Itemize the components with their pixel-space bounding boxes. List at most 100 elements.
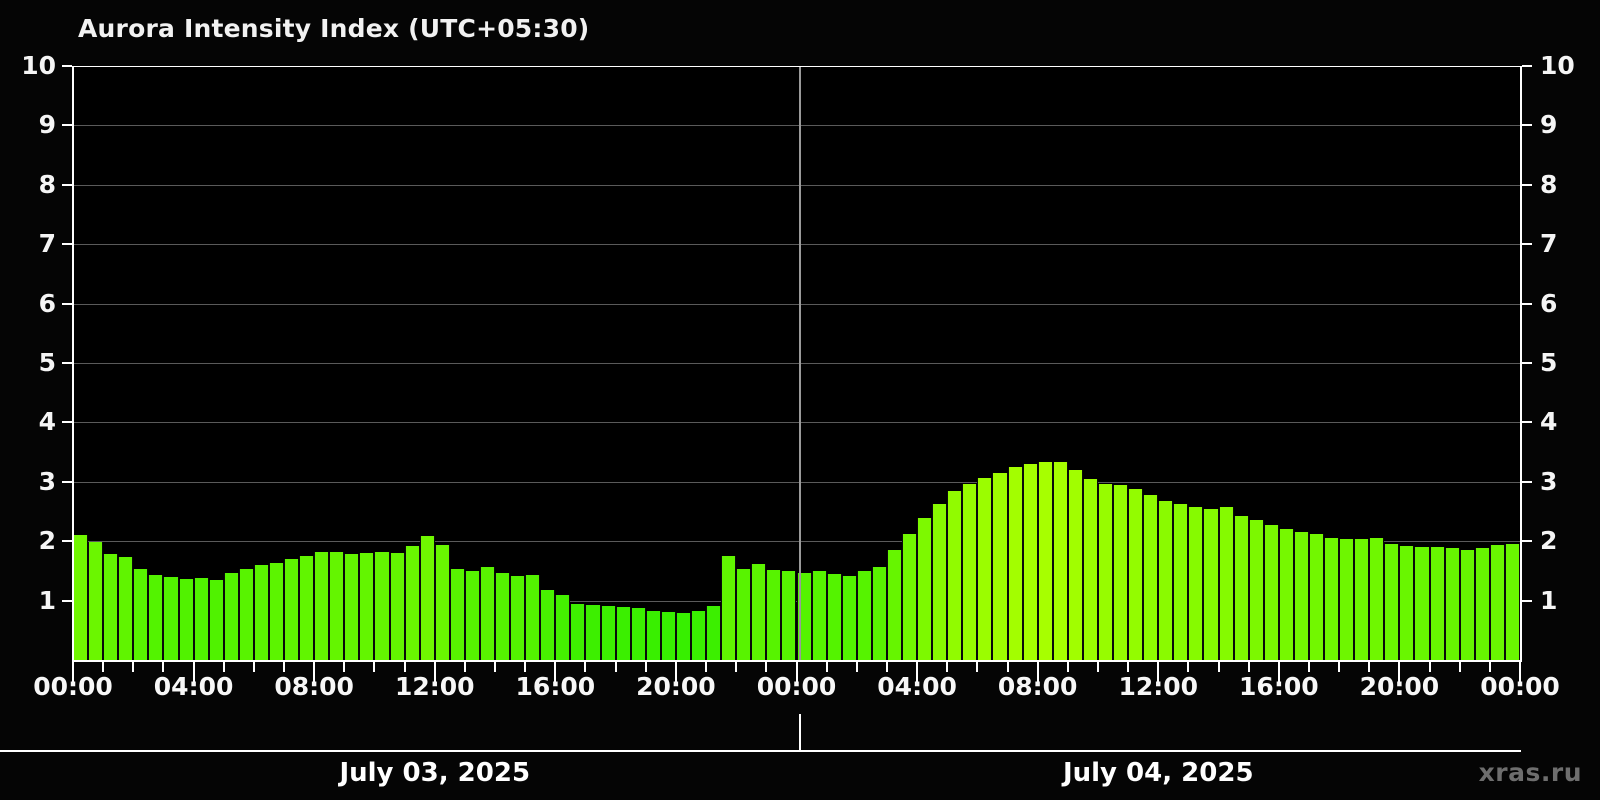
y-label-right-4: 4 xyxy=(1540,407,1558,437)
bar xyxy=(1324,538,1340,660)
bar xyxy=(1384,544,1400,660)
bar xyxy=(615,607,631,660)
y-tick-right-1 xyxy=(1522,599,1532,602)
y-label-right-2: 2 xyxy=(1540,526,1558,556)
x-tick-11h xyxy=(403,662,406,672)
bar xyxy=(148,575,164,660)
x-tick-18h xyxy=(614,662,617,672)
bar xyxy=(721,556,737,660)
x-tick-39h xyxy=(1247,662,1250,672)
x-tick-1h xyxy=(102,662,105,672)
x-tick-29h xyxy=(946,662,949,672)
bar xyxy=(1173,504,1189,660)
bar xyxy=(73,535,89,660)
x-tick-35h xyxy=(1127,662,1130,672)
bar xyxy=(947,491,963,660)
x-tick-0h xyxy=(72,662,74,682)
x-label-1600-10: 16:00 xyxy=(1239,672,1319,701)
x-tick-17h xyxy=(584,662,587,672)
day-divider-line xyxy=(799,66,801,662)
bar xyxy=(1459,549,1475,660)
bar xyxy=(1444,548,1460,660)
bar xyxy=(419,535,435,660)
x-tick-33h xyxy=(1066,662,1069,672)
x-tick-46h xyxy=(1458,662,1461,672)
bar xyxy=(1399,545,1415,660)
bar xyxy=(992,472,1008,660)
x-tick-14h xyxy=(494,662,497,672)
bar xyxy=(1369,538,1385,660)
y-label-left-9: 9 xyxy=(38,110,56,140)
x-label-0000-12: 00:00 xyxy=(1480,672,1560,701)
x-label-0000-6: 00:00 xyxy=(756,672,837,701)
y-tick-left-10 xyxy=(62,65,72,67)
bar xyxy=(178,578,194,660)
gridline-2 xyxy=(73,541,1520,543)
y-tick-right-7 xyxy=(1522,243,1532,246)
bar xyxy=(389,553,405,660)
x-label-1200-9: 12:00 xyxy=(1118,672,1199,701)
y-label-right-1: 1 xyxy=(1540,585,1558,615)
y-tick-right-8 xyxy=(1522,183,1532,186)
bar xyxy=(932,503,948,660)
x-tick-9h xyxy=(343,662,346,672)
x-tick-15h xyxy=(524,662,527,672)
y-tick-left-3 xyxy=(62,480,72,483)
y-label-left-4: 4 xyxy=(38,407,56,437)
bar xyxy=(118,557,134,660)
x-tick-36h xyxy=(1157,662,1160,682)
bar xyxy=(1489,545,1505,660)
bar xyxy=(479,567,496,660)
bar xyxy=(751,563,767,660)
bar xyxy=(103,554,119,660)
bar xyxy=(736,569,752,660)
bar xyxy=(1474,548,1490,660)
bar xyxy=(1128,488,1144,660)
gridline-4 xyxy=(73,422,1520,424)
bar xyxy=(1037,461,1053,660)
bar xyxy=(841,575,857,660)
y-label-left-6: 6 xyxy=(38,288,56,318)
x-tick-30h xyxy=(976,662,979,672)
x-label-2000-11: 20:00 xyxy=(1359,672,1440,701)
x-tick-43h xyxy=(1368,662,1371,672)
bar xyxy=(374,551,390,660)
bar xyxy=(1022,463,1038,660)
y-label-right-5: 5 xyxy=(1540,348,1558,377)
bar xyxy=(1218,507,1234,660)
gridline-7 xyxy=(73,244,1520,246)
x-tick-24h xyxy=(795,662,798,682)
bar xyxy=(1067,469,1083,660)
bar xyxy=(886,549,902,660)
x-label-0400-1: 04:00 xyxy=(153,672,234,701)
bar xyxy=(706,605,722,660)
bar xyxy=(1339,538,1355,660)
x-label-0400-7: 04:00 xyxy=(877,672,957,701)
x-tick-3h xyxy=(162,662,165,672)
y-tick-left-8 xyxy=(62,183,72,186)
bar xyxy=(253,564,269,660)
x-label-1200-3: 12:00 xyxy=(394,672,475,701)
bar xyxy=(434,545,450,660)
bar xyxy=(1354,539,1370,660)
bar xyxy=(690,610,707,660)
y-label-left-1: 1 xyxy=(38,585,56,615)
x-tick-38h xyxy=(1217,662,1220,672)
y-tick-right-4 xyxy=(1522,421,1532,424)
x-tick-28h xyxy=(916,662,919,682)
bar xyxy=(766,570,782,660)
x-tick-12h xyxy=(433,662,436,682)
x-tick-4h xyxy=(192,662,195,682)
x-label-1600-4: 16:00 xyxy=(515,672,596,701)
gridline-5 xyxy=(73,363,1520,364)
bar xyxy=(645,610,661,660)
bar xyxy=(299,556,315,660)
y-tick-right-10 xyxy=(1522,65,1532,67)
x-tick-41h xyxy=(1307,662,1310,672)
bar xyxy=(238,568,254,660)
y-label-left-8: 8 xyxy=(38,169,56,199)
bar xyxy=(1113,484,1129,660)
gridline-6 xyxy=(73,303,1520,305)
bar xyxy=(193,578,209,660)
bar xyxy=(917,518,933,660)
